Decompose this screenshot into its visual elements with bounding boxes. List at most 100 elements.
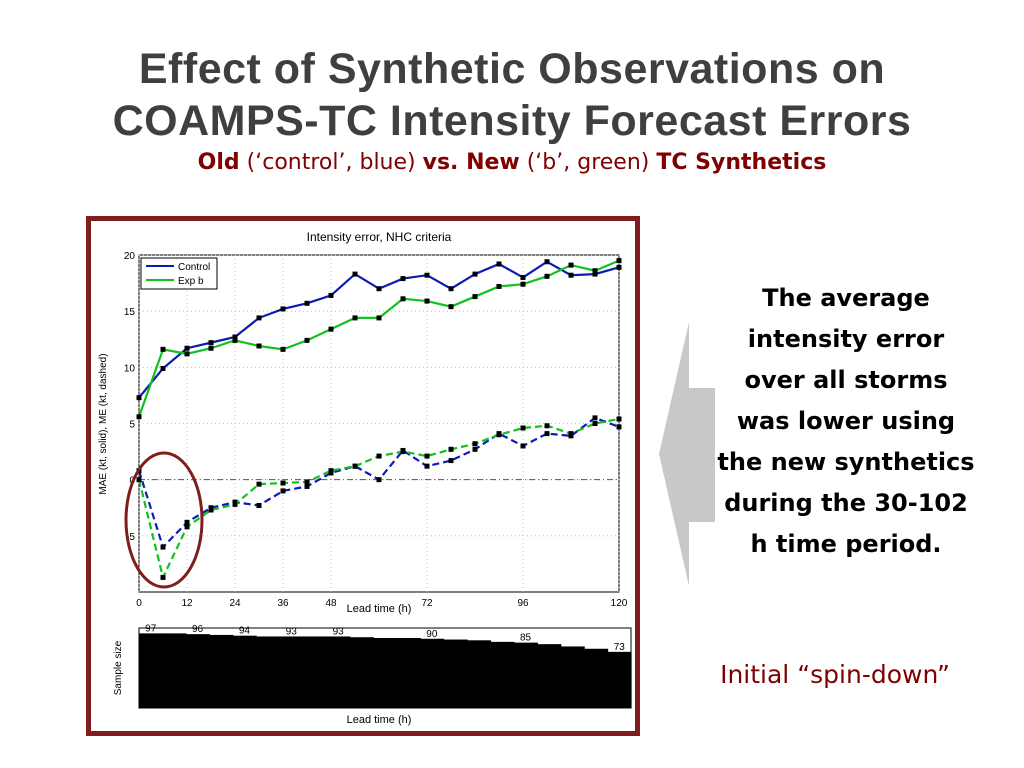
spin-down-circle bbox=[124, 451, 204, 589]
sample-labels: 97 96 94 93 93 90 85 73 bbox=[145, 623, 625, 652]
data-point-exp-b bbox=[592, 268, 598, 274]
sample-bar bbox=[162, 633, 187, 708]
data-point-control bbox=[304, 300, 310, 306]
chart-figure: Intensity error, NHC criteria -5 0 5 10 15 20… bbox=[91, 221, 635, 731]
legend-label-exp-b: Exp b bbox=[178, 276, 204, 287]
data-point-exp-b-me bbox=[424, 453, 430, 459]
data-point-control-me bbox=[520, 443, 526, 449]
sample-bar bbox=[443, 639, 468, 708]
x-axis-label: Lead time (h) bbox=[347, 603, 412, 615]
sample-data-label: 85 bbox=[520, 633, 532, 644]
data-point-exp-b bbox=[496, 283, 502, 289]
data-point-exp-b bbox=[424, 298, 430, 304]
sample-data-label: 94 bbox=[239, 626, 251, 637]
subtitle-new-desc: (‘b’, green) bbox=[519, 150, 657, 175]
data-point-exp-b-me bbox=[616, 416, 622, 422]
data-point-control-me bbox=[256, 503, 262, 509]
data-point-control bbox=[256, 315, 262, 321]
data-point-exp-b bbox=[256, 343, 262, 349]
legend-box bbox=[140, 257, 218, 290]
sample-bar bbox=[420, 638, 445, 708]
data-point-control bbox=[376, 286, 382, 292]
data-point-control-me bbox=[472, 446, 478, 452]
sample-bar bbox=[490, 641, 515, 708]
sample-data-label: 93 bbox=[333, 626, 345, 637]
data-point-exp-b bbox=[352, 315, 358, 321]
slide-title-line1: Effect of Synthetic Observations on bbox=[138, 45, 886, 93]
data-point-control bbox=[544, 259, 550, 265]
data-point-control bbox=[232, 334, 238, 340]
data-point-exp-b-me bbox=[208, 507, 214, 513]
data-point-exp-b-me bbox=[592, 421, 598, 426]
sample-bar bbox=[256, 636, 281, 708]
data-point-exp-b bbox=[160, 346, 166, 352]
data-point-control-me bbox=[184, 519, 190, 525]
data-point-exp-b bbox=[280, 346, 286, 352]
sample-bar bbox=[373, 638, 398, 708]
data-point-control-me bbox=[376, 477, 382, 483]
data-point-control bbox=[592, 271, 598, 277]
data-point-control-me bbox=[616, 424, 622, 430]
data-point-control bbox=[568, 272, 574, 278]
series bbox=[136, 258, 622, 581]
x-tick-label: 24 bbox=[229, 598, 241, 609]
data-point-exp-b-me bbox=[328, 468, 334, 474]
sample-bar bbox=[467, 640, 492, 708]
data-point-exp-b-me bbox=[496, 432, 502, 438]
data-point-exp-b-me bbox=[184, 524, 190, 530]
sample-bar bbox=[607, 651, 632, 708]
data-point-exp-b bbox=[616, 258, 622, 264]
data-point-exp-b-me bbox=[400, 449, 406, 455]
sample-bar bbox=[185, 634, 210, 708]
data-point-exp-b bbox=[448, 304, 454, 310]
data-point-exp-b-me bbox=[376, 453, 382, 459]
subtitle-old: Old bbox=[197, 150, 240, 175]
x-tick-label: 72 bbox=[421, 598, 433, 609]
data-point-exp-b-me bbox=[448, 446, 454, 452]
data-point-control bbox=[352, 271, 358, 277]
data-point-exp-b-me bbox=[136, 477, 142, 483]
data-point-control-me bbox=[424, 463, 430, 469]
data-point-exp-b-me bbox=[472, 441, 478, 447]
sample-bar bbox=[584, 648, 609, 708]
sample-bar bbox=[349, 637, 374, 708]
left-arrow-icon bbox=[659, 322, 715, 586]
sample-bar bbox=[232, 635, 257, 708]
slide-subtitle: Old (‘control’, blue) vs. New (‘b’, gree… bbox=[0, 150, 1024, 175]
data-point-exp-b bbox=[328, 326, 334, 332]
data-point-control bbox=[400, 276, 406, 282]
data-point-control-me bbox=[160, 544, 166, 550]
data-point-exp-b bbox=[208, 345, 214, 351]
data-point-control bbox=[496, 261, 502, 267]
data-point-exp-b bbox=[376, 315, 382, 321]
data-point-control bbox=[448, 286, 454, 292]
data-point-exp-b bbox=[232, 337, 238, 343]
x-tick-label: 120 bbox=[611, 598, 628, 609]
sample-x-axis-label: Lead time (h) bbox=[347, 714, 412, 726]
data-point-control bbox=[472, 271, 478, 277]
sample-data-label: 90 bbox=[426, 629, 438, 640]
data-point-exp-b bbox=[136, 414, 142, 420]
data-point-control bbox=[616, 264, 622, 270]
x-tick-label: 12 bbox=[181, 598, 193, 609]
sample-y-axis-label: Sample size bbox=[113, 640, 124, 695]
y-tick-label: -5 bbox=[126, 532, 135, 543]
data-point-exp-b bbox=[184, 351, 190, 357]
x-tick-label: 48 bbox=[325, 598, 337, 609]
data-point-exp-b-me bbox=[256, 481, 262, 487]
subtitle-tc-synthetics: TC Synthetics bbox=[656, 150, 827, 175]
data-point-exp-b-me bbox=[352, 463, 358, 469]
data-point-exp-b bbox=[520, 281, 526, 287]
data-point-exp-b bbox=[400, 296, 406, 302]
data-point-exp-b-me bbox=[232, 501, 238, 507]
sample-bars bbox=[139, 633, 632, 708]
arrow-shape bbox=[659, 322, 715, 586]
chart-title: Intensity error, NHC criteria bbox=[307, 230, 452, 244]
data-point-control bbox=[208, 340, 214, 346]
legend-label-control: Control bbox=[178, 262, 210, 273]
sample-bar bbox=[560, 646, 585, 708]
x-tick-label: 36 bbox=[277, 598, 289, 609]
sample-bar bbox=[326, 636, 351, 708]
data-point-exp-b-me bbox=[568, 431, 574, 437]
y-tick-label: 10 bbox=[124, 363, 136, 374]
